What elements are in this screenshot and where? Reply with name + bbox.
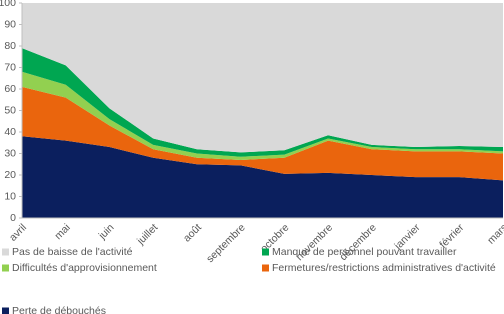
legend-label: Pas de baisse de l'activité: [12, 246, 133, 258]
y-tick-label: 10: [4, 190, 16, 202]
y-tick-label: 60: [4, 83, 16, 95]
area: [22, 3, 503, 153]
area: [22, 86, 503, 181]
legend-swatch: [262, 248, 269, 256]
legend-swatch: [2, 307, 9, 314]
x-tick-label: juillet: [134, 222, 160, 248]
legend-swatch: [262, 264, 269, 272]
y-tick-label: 20: [4, 169, 16, 181]
legend-swatch: [2, 264, 9, 272]
x-tick-label: avril: [7, 222, 29, 244]
area: [22, 71, 503, 160]
y-tick-label: 50: [4, 104, 16, 116]
x-tick-label: août: [181, 222, 204, 245]
area: [22, 136, 503, 218]
legend-swatch: [2, 248, 9, 256]
y-tick-label: 40: [4, 126, 16, 138]
y-tick-label: 70: [4, 61, 16, 73]
y-tick-label: 30: [4, 147, 16, 159]
y-tick-label: 100: [0, 0, 16, 9]
x-tick-label: septembre: [204, 221, 248, 265]
y-tick-label: 0: [10, 212, 16, 224]
legend-label: Perte de débouchés: [12, 305, 106, 314]
x-tick-label: mai: [52, 222, 72, 242]
legend-label: Manque de personnel pouvant travailler: [272, 246, 457, 258]
legend-label: Fermetures/restrictions administratives …: [272, 262, 496, 274]
legend-label: Difficultés d'approvisionnement: [12, 262, 157, 274]
y-tick-label: 90: [4, 18, 16, 30]
x-tick-label: juin: [96, 221, 117, 242]
x-tick-label: mars: [485, 222, 504, 247]
y-tick-label: 80: [4, 40, 16, 52]
